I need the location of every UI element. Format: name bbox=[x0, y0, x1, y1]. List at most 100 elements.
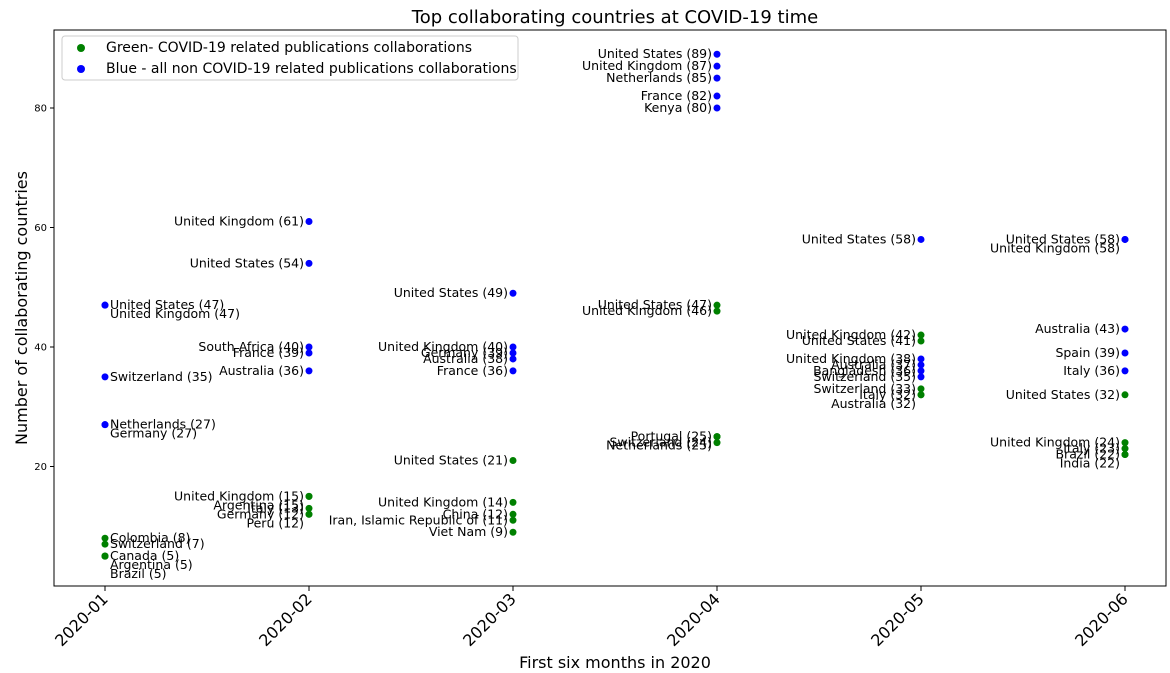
point-label: Australia (38) bbox=[423, 351, 508, 366]
data-points bbox=[101, 50, 1129, 560]
point-label: United States (89) bbox=[598, 46, 712, 61]
legend-marker-green bbox=[77, 44, 85, 52]
point-label: United States (58) bbox=[1006, 231, 1120, 246]
green-point bbox=[917, 391, 925, 399]
point-label: Germany (39) bbox=[421, 345, 508, 360]
blue-point bbox=[917, 373, 925, 381]
blue-point bbox=[305, 367, 313, 375]
point-label: South Africa (40) bbox=[198, 339, 304, 354]
green-point bbox=[509, 498, 517, 506]
point-label: Italy (13) bbox=[247, 500, 304, 515]
point-label: United Kingdom (42) bbox=[786, 327, 916, 342]
point-label: United Kingdom (87) bbox=[582, 58, 712, 73]
blue-point bbox=[917, 235, 925, 243]
green-point bbox=[1121, 391, 1129, 399]
point-label: Switzerland (7) bbox=[110, 536, 205, 551]
point-label: United States (54) bbox=[190, 255, 304, 270]
point-label: United Kingdom (24) bbox=[990, 435, 1120, 450]
point-label: United Kingdom (47) bbox=[110, 306, 240, 321]
green-point bbox=[305, 492, 313, 500]
point-label: Netherlands (25) bbox=[606, 438, 712, 453]
x-tick-label: 2020-01 bbox=[51, 589, 112, 650]
point-label: Colombia (8) bbox=[110, 530, 190, 545]
green-point bbox=[1121, 445, 1129, 453]
blue-point bbox=[509, 349, 517, 357]
point-label: Switzerland (24) bbox=[609, 435, 712, 450]
blue-point bbox=[1121, 235, 1129, 243]
point-label: United States (47) bbox=[110, 297, 224, 312]
green-point bbox=[305, 504, 313, 512]
point-label: United Kingdom (38) bbox=[786, 351, 916, 366]
x-axis: 2020-01 2020-02 2020-03 2020-04 2020-05 2020-… bbox=[51, 586, 1132, 650]
blue-point bbox=[713, 74, 721, 82]
blue-point bbox=[305, 218, 313, 226]
blue-point bbox=[917, 361, 925, 369]
data-labels: Colombia (8)Switzerland (7)Canada (5)Arg… bbox=[110, 46, 1120, 581]
green-point bbox=[917, 385, 925, 393]
point-label: United Kingdom (46) bbox=[582, 303, 712, 318]
point-label: Australia (37) bbox=[831, 357, 916, 372]
x-tick-label: 2020-04 bbox=[663, 589, 724, 650]
point-label: United Kingdom (61) bbox=[174, 214, 304, 229]
point-label: Italy (36) bbox=[1063, 363, 1120, 378]
point-label: United Kingdom (14) bbox=[378, 494, 508, 509]
green-point bbox=[713, 307, 721, 315]
point-label: Germany (12) bbox=[217, 506, 304, 521]
point-label: Kenya (80) bbox=[644, 100, 712, 115]
green-point bbox=[713, 439, 721, 447]
blue-point bbox=[1121, 325, 1129, 333]
point-label: Australia (32) bbox=[831, 396, 916, 411]
green-point bbox=[509, 516, 517, 524]
point-label: Argentina (5) bbox=[110, 557, 193, 572]
point-label: United States (47) bbox=[598, 297, 712, 312]
point-label: Brazil (5) bbox=[110, 566, 167, 581]
point-label: Argentina (15) bbox=[213, 497, 304, 512]
legend-marker-blue bbox=[77, 65, 85, 73]
blue-point bbox=[1121, 367, 1129, 375]
y-tick-label: 20 bbox=[34, 462, 47, 473]
point-label: France (82) bbox=[641, 88, 712, 103]
x-tick-label: 2020-06 bbox=[1071, 589, 1132, 650]
green-point bbox=[1121, 439, 1129, 447]
green-point bbox=[1121, 451, 1129, 459]
blue-point bbox=[101, 421, 109, 429]
green-point bbox=[101, 534, 109, 542]
point-label: United States (41) bbox=[802, 333, 916, 348]
point-label: Portugal (25) bbox=[631, 429, 712, 444]
blue-point bbox=[101, 373, 109, 381]
point-label: Australia (43) bbox=[1035, 321, 1120, 336]
blue-point bbox=[713, 104, 721, 112]
blue-point bbox=[101, 301, 109, 309]
point-label: United States (49) bbox=[394, 285, 508, 300]
blue-point bbox=[509, 355, 517, 363]
point-label: United Kingdom (58) bbox=[990, 240, 1120, 255]
blue-point bbox=[305, 259, 313, 267]
blue-point bbox=[917, 355, 925, 363]
point-label: Brazil (22) bbox=[1055, 447, 1120, 462]
point-label: Switzerland (33) bbox=[813, 381, 916, 396]
blue-point bbox=[713, 92, 721, 100]
legend-label-blue: Blue - all non COVID-19 related publicat… bbox=[106, 61, 517, 77]
green-point bbox=[917, 331, 925, 339]
y-axis-label: Number of collaborating countries bbox=[12, 171, 31, 445]
point-label: Switzerland (35) bbox=[110, 369, 213, 384]
point-label: Canada (5) bbox=[110, 548, 179, 563]
y-tick-label: 80 bbox=[34, 104, 47, 115]
green-point bbox=[509, 510, 517, 518]
x-axis-label: First six months in 2020 bbox=[519, 653, 711, 672]
blue-point bbox=[1121, 349, 1129, 357]
point-label: Italy (32) bbox=[859, 387, 916, 402]
blue-point bbox=[713, 62, 721, 70]
point-label: Iran, Islamic Republic of (11) bbox=[329, 512, 508, 527]
legend-label-green: Green- COVID-19 related publications col… bbox=[106, 40, 472, 56]
chart-title: Top collaborating countries at COVID-19 … bbox=[411, 7, 818, 28]
point-label: United States (58) bbox=[802, 231, 916, 246]
x-tick-label: 2020-02 bbox=[255, 589, 316, 650]
point-label: Viet Nam (9) bbox=[429, 524, 508, 539]
point-label: Spain (39) bbox=[1055, 345, 1120, 360]
point-label: Italy (23) bbox=[1063, 441, 1120, 456]
point-label: China (12) bbox=[443, 506, 508, 521]
y-tick-label: 40 bbox=[34, 343, 47, 354]
point-label: India (22) bbox=[1060, 456, 1120, 471]
point-label: France (36) bbox=[437, 363, 508, 378]
